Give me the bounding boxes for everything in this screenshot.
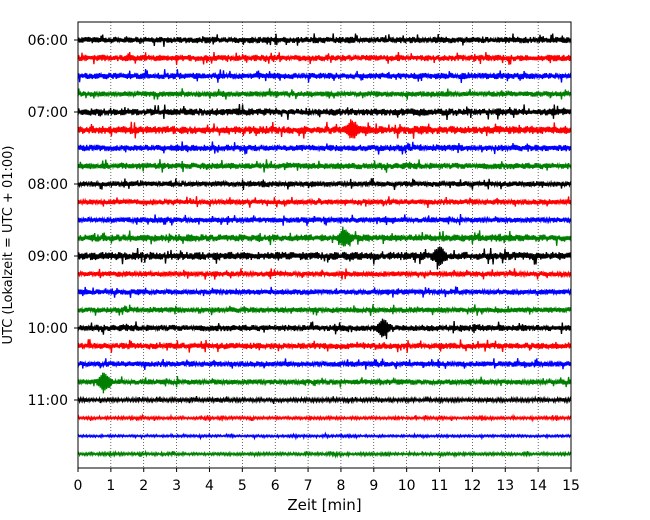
trace-0900: [77, 246, 572, 270]
trace-1100: [77, 395, 572, 405]
trace-1130: [77, 431, 572, 441]
trace-1030: [77, 358, 572, 370]
x-tick-label: 12: [463, 478, 481, 494]
trace-0800: [77, 178, 572, 190]
trace-1115: [77, 413, 572, 423]
trace-0845: [77, 226, 572, 247]
y-tick-label: 11:00: [28, 393, 68, 409]
trace-1045: [77, 372, 572, 394]
x-tick-label: 6: [271, 478, 280, 494]
trace-1000: [77, 318, 572, 340]
y-tick-label: 06:00: [28, 33, 68, 49]
x-tick-label: 2: [139, 478, 148, 494]
y-tick-label: 08:00: [28, 177, 68, 193]
seismogram-traces: [77, 33, 572, 459]
trace-0700: [77, 104, 572, 120]
trace-0730: [77, 141, 572, 155]
trace-0945: [77, 304, 572, 316]
plot-frame: [77, 21, 572, 469]
y-tick-label: 10:00: [28, 321, 68, 337]
x-tick-label: 11: [431, 478, 449, 494]
x-tick-label: 13: [496, 478, 514, 494]
x-tick-label: 5: [238, 478, 247, 494]
trace-0630: [77, 69, 572, 83]
trace-0645: [77, 88, 572, 100]
x-tick-label: 1: [106, 478, 115, 494]
x-tick-label: 0: [74, 478, 83, 494]
trace-0815: [77, 196, 572, 208]
x-tick-label: 15: [562, 478, 580, 494]
trace-0715: [77, 119, 572, 139]
trace-0615: [77, 51, 572, 65]
x-tick-label: 10: [398, 478, 416, 494]
trace-1145: [77, 449, 572, 459]
trace-0830: [77, 214, 572, 226]
x-axis-label: Zeit [min]: [287, 496, 361, 514]
x-tick-label: 7: [304, 478, 313, 494]
x-tick-label: 8: [336, 478, 345, 494]
y-axis-ticks: 06:00 07:00 08:00 09:00 10:00 11:00: [28, 33, 78, 409]
x-tick-label: 9: [369, 478, 378, 494]
x-tick-label: 14: [529, 478, 547, 494]
x-tick-label: 3: [172, 478, 181, 494]
grid-lines: [110, 22, 539, 468]
trace-1015: [77, 339, 572, 353]
trace-0600: [77, 33, 572, 47]
y-tick-label: 07:00: [28, 105, 68, 121]
y-axis-label: UTC (Lokalzeit = UTC + 01:00): [1, 146, 16, 345]
trace-0930: [77, 286, 572, 298]
x-tick-label: 4: [205, 478, 214, 494]
trace-0745: [77, 159, 572, 173]
x-axis-ticks: 0 1 2 3 4 5 6 7 8 9 10 11 12 13 14 15: [74, 468, 580, 494]
trace-0915: [77, 268, 572, 280]
y-tick-label: 09:00: [28, 249, 68, 265]
